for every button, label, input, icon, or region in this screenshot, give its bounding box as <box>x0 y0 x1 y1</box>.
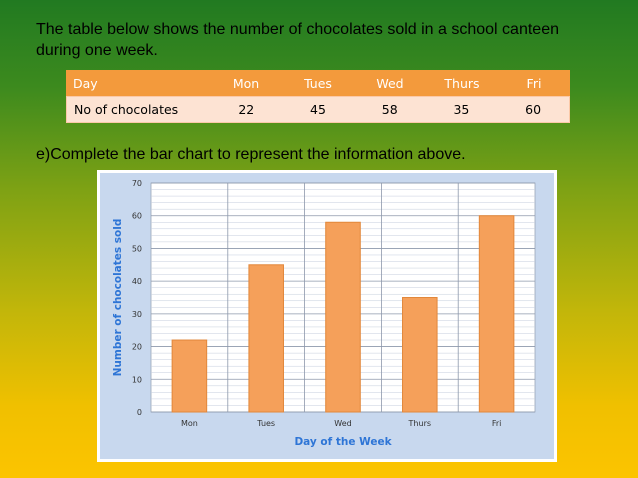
question-prompt: e)Complete the bar chart to represent th… <box>36 146 466 163</box>
table-header-cell: Mon <box>232 75 260 91</box>
y-tick-label: 40 <box>132 277 142 286</box>
y-axis-title: Number of chocolates sold <box>112 219 124 377</box>
table-cell: 60 <box>525 102 542 117</box>
y-tick-label: 10 <box>132 375 142 384</box>
y-tick-label: 30 <box>132 310 142 319</box>
table-header-cell: Fri <box>526 75 542 91</box>
table-header-cell: Tues <box>304 75 332 91</box>
bar-chart: 0 10 20 30 40 50 60 70 Mon Tues Wed Thurs Fri Day of … <box>97 170 557 462</box>
table-cell: 58 <box>381 102 398 117</box>
bar <box>478 215 515 413</box>
x-tick-label: Thurs <box>408 419 431 428</box>
chocolate-sales-table: Day Mon Tues Wed Thurs Fri No of chocola… <box>66 70 570 123</box>
bar-chart-svg: 0 10 20 30 40 50 60 70 Mon Tues Wed Thurs Fri Day of … <box>100 173 554 459</box>
bar <box>325 221 361 413</box>
x-tick-label: Wed <box>334 419 351 428</box>
table-cell: 45 <box>310 102 326 117</box>
bar <box>402 297 438 413</box>
x-axis-title: Day of the Week <box>294 436 392 448</box>
table-header-cell: Thurs <box>444 75 480 91</box>
table-header-row: Day Mon Tues Wed Thurs Fri <box>66 70 570 96</box>
intro-text: The table below shows the number of choc… <box>36 21 559 59</box>
bar <box>171 339 208 413</box>
x-tick-label: Tues <box>256 419 275 428</box>
table-header-cell: Wed <box>376 75 404 91</box>
x-tick-label: Mon <box>181 419 198 428</box>
y-tick-label: 70 <box>132 179 142 188</box>
y-tick-label: 50 <box>132 244 142 253</box>
table-cell: 35 <box>453 102 470 117</box>
table-cell: No of chocolates <box>74 102 179 117</box>
y-tick-label: 0 <box>137 408 142 417</box>
y-tick-label: 60 <box>132 212 142 221</box>
y-tick-label: 20 <box>132 343 142 352</box>
bar <box>248 264 284 413</box>
table-header-cell: Day <box>73 75 98 91</box>
table-cell: 22 <box>238 102 255 117</box>
table-row: No of chocolates 22 45 58 35 60 <box>66 96 570 123</box>
x-tick-label: Fri <box>492 419 502 428</box>
